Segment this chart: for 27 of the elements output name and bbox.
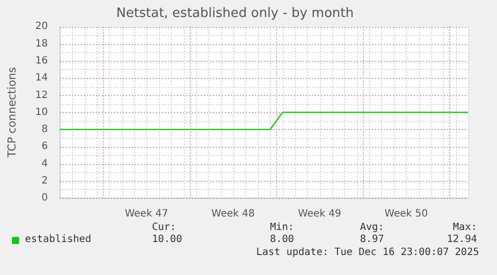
text: 12.94 [446,234,477,246]
y-axis-title: TCP connections [5,66,18,158]
text: Last update: Tue Dec 16 23:00:07 2025 [255,247,479,258]
text: Cur: [152,222,178,234]
y-tick-label: 10 [35,106,48,118]
x-tick-label: Week 49 [298,208,342,220]
text: Max: [452,222,477,234]
x-tick-label: Week 47 [124,208,168,220]
y-tick-label: 12 [35,90,48,101]
y-tick-label: 16 [35,55,48,66]
y-tick-label: 18 [35,38,48,50]
y-tick-label: 8 [42,124,48,136]
x-tick-label: Week 50 [384,208,428,220]
text: Avg: [358,222,386,234]
x-tick-label: Week 48 [211,208,255,220]
text: 10.00 [152,234,184,246]
y-tick-label: 0 [42,192,48,204]
text: 8.97 [358,234,386,246]
text: Min: [268,222,296,234]
text: 8.00 [268,234,296,246]
y-tick-label: 4 [42,158,48,170]
legend-label: established [25,234,92,246]
y-tick-label: 14 [35,72,48,84]
y-tick-label: 20 [35,21,48,32]
chart-title: Netstat, established only - by month [116,6,354,22]
y-tick-label: 6 [42,141,48,152]
y-tick-label: 2 [42,175,48,186]
